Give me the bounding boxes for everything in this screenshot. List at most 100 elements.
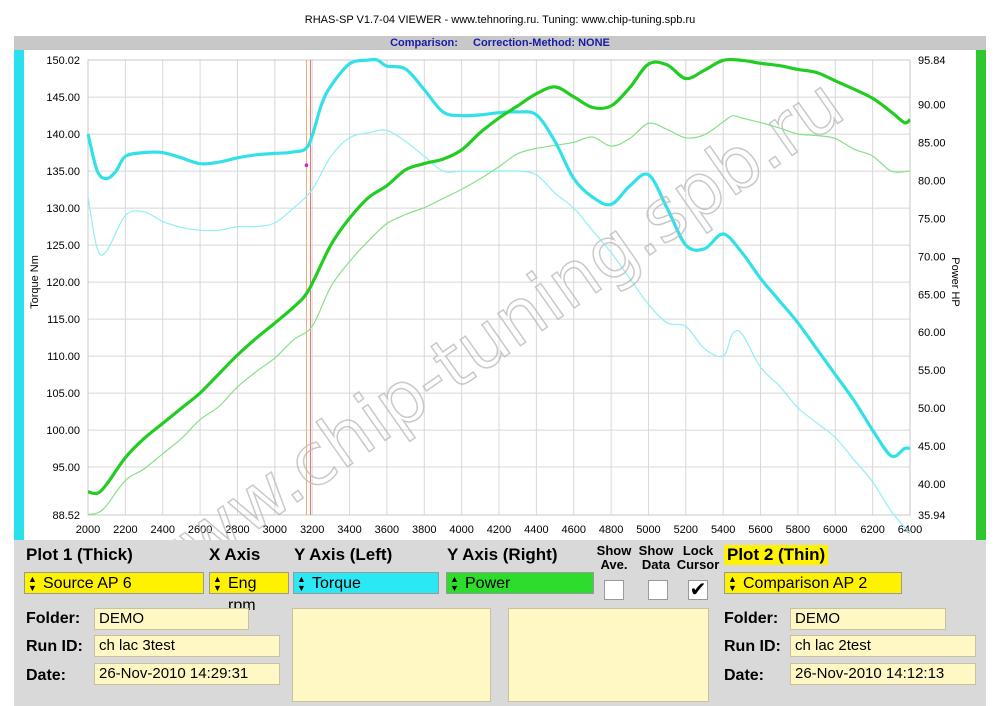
- y-right-tick-label: 90.00: [918, 99, 946, 111]
- power-thick-line: [87, 57, 912, 496]
- lock-cursor-label-line2: Cursor: [676, 557, 720, 572]
- y-left-tick-label: 135.00: [46, 166, 80, 178]
- plot-frame: [87, 59, 911, 516]
- y-right-tick-label: 65.00: [918, 289, 946, 301]
- y-axis-right-label: Power HP: [949, 257, 961, 307]
- x-tick-label: 2000: [76, 524, 100, 536]
- chart-area[interactable]: [14, 50, 986, 540]
- torque-thin-line: [87, 129, 911, 534]
- x-tick-label: 4000: [449, 524, 473, 536]
- y-right-tick-label: 75.00: [918, 213, 946, 225]
- y-right-tick-label: 60.00: [918, 327, 946, 339]
- y-right-tick-label: 95.84: [918, 55, 946, 67]
- x-tick-label: 4400: [524, 524, 548, 536]
- y-left-tick-label: 130.00: [46, 203, 80, 215]
- plot2-runid-label: Run ID:: [724, 638, 781, 655]
- y-axis-right-select[interactable]: ▲ ▼ Power: [446, 572, 594, 594]
- plot1-source-value: Source AP 6: [43, 575, 132, 592]
- y-axis-right-value: Power: [465, 575, 511, 592]
- plot2-heading: Plot 2 (Thin): [724, 545, 829, 565]
- plot2-runid-field: ch lac 2test: [790, 635, 976, 657]
- x-tick-label: 2800: [225, 524, 249, 536]
- x-tick-label: 4600: [561, 524, 585, 536]
- plot1-date-label: Date:: [26, 667, 67, 684]
- left-axis-strip: [14, 50, 24, 540]
- show-ave-label: Show Ave.: [594, 544, 634, 572]
- y-left-tick-label: 120.00: [46, 277, 80, 289]
- right-axis-strip: [976, 50, 986, 540]
- y-right-tick-label: 35.94: [918, 510, 946, 522]
- x-tick-label: 3800: [412, 524, 436, 536]
- torque-thick-line: [86, 57, 911, 459]
- correction-method-label: Correction-Method: NONE: [473, 37, 610, 49]
- x-tick-label: 6400: [898, 524, 922, 536]
- show-data-label-line2: Data: [641, 557, 671, 572]
- y-axis-left-heading: Y Axis (Left): [294, 545, 393, 564]
- show-data-label-line1: Show: [638, 543, 674, 558]
- y-left-tick-label: 145.00: [46, 92, 80, 104]
- x-tick-label: 5600: [748, 524, 772, 536]
- x-axis-heading: X Axis: [209, 545, 261, 564]
- spin-arrows-icon[interactable]: ▲ ▼: [450, 574, 459, 593]
- x-tick-label: 3000: [263, 524, 287, 536]
- x-tick-label: 2600: [188, 524, 212, 536]
- y-right-tick-label: 70.00: [918, 251, 946, 263]
- x-tick-label: 5200: [674, 524, 698, 536]
- y-axis-left-label: Torque Nm: [29, 255, 41, 309]
- comparison-label: Comparison:: [390, 37, 458, 49]
- show-data-checkbox[interactable]: [648, 580, 668, 600]
- y-right-tick-label: 40.00: [918, 479, 946, 491]
- plot1-source-select[interactable]: ▲ ▼ Source AP 6: [24, 572, 204, 594]
- spin-arrows-icon[interactable]: ▲ ▼: [213, 574, 222, 593]
- spin-arrows-icon[interactable]: ▲ ▼: [28, 574, 37, 593]
- window-title: RHAS-SP V1.7-04 VIEWER - www.tehnoring.r…: [304, 14, 696, 26]
- y-left-tick-label: 150.02: [46, 55, 80, 67]
- x-tick-label: 6200: [860, 524, 884, 536]
- x-axis-select[interactable]: ▲ ▼ Eng rpm: [209, 572, 289, 614]
- show-data-label: Show Data: [634, 544, 678, 572]
- x-tick-label: 4200: [487, 524, 511, 536]
- notes-panel-left: [292, 608, 491, 702]
- notes-panel-right: [508, 608, 709, 702]
- spin-arrows-icon[interactable]: ▲ ▼: [297, 574, 306, 593]
- spin-arrows-icon[interactable]: ▲ ▼: [728, 574, 737, 593]
- y-right-tick-label: 80.00: [918, 175, 946, 187]
- x-tick-label: 4800: [599, 524, 623, 536]
- x-tick-label: 3200: [300, 524, 324, 536]
- show-ave-label-line2: Ave.: [600, 557, 628, 572]
- x-tick-label: 2200: [113, 524, 137, 536]
- x-tick-label: 5400: [711, 524, 735, 536]
- x-tick-label: 3600: [375, 524, 399, 536]
- y-right-tick-label: 45.00: [918, 441, 946, 453]
- x-tick-label: 5000: [636, 524, 660, 536]
- y-axis-right-heading: Y Axis (Right): [447, 545, 558, 564]
- y-right-tick-label: 85.00: [918, 137, 946, 149]
- plot1-folder-label: Folder:: [26, 610, 81, 627]
- plot2-source-select[interactable]: ▲ ▼ Comparison AP 2: [724, 572, 902, 594]
- control-panel: Plot 1 (Thick) X Axis Y Axis (Left) Y Ax…: [14, 540, 986, 706]
- y-axis-left-value: Torque: [312, 575, 361, 592]
- y-left-tick-label: 100.00: [46, 425, 80, 437]
- plot1-runid-label: Run ID:: [26, 638, 83, 655]
- x-tick-label: 2400: [150, 524, 174, 536]
- lock-cursor-label-line1: Lock: [682, 543, 714, 558]
- plot1-date-field: 26-Nov-2010 14:29:31: [94, 663, 280, 685]
- x-tick-label: 3400: [337, 524, 361, 536]
- lock-cursor-label: Lock Cursor: [672, 544, 724, 572]
- show-ave-checkbox[interactable]: [604, 580, 624, 600]
- y-left-tick-label: 95.00: [52, 462, 80, 474]
- y-left-tick-label: 140.00: [46, 129, 80, 141]
- show-ave-label-line1: Show: [596, 543, 632, 558]
- plot1-heading: Plot 1 (Thick): [26, 545, 133, 564]
- y-left-tick-label: 105.00: [46, 388, 80, 400]
- y-left-tick-label: 115.00: [47, 314, 80, 326]
- y-left-tick-label: 88.52: [52, 510, 80, 522]
- y-right-tick-label: 50.00: [918, 403, 946, 415]
- y-left-tick-label: 110.00: [47, 351, 80, 363]
- plot2-source-value: Comparison AP 2: [743, 575, 868, 592]
- plot2-date-label: Date:: [724, 667, 765, 684]
- lock-cursor-checkbox[interactable]: ✔: [688, 579, 708, 601]
- y-axis-left-select[interactable]: ▲ ▼ Torque: [293, 572, 439, 594]
- comparison-bar: Comparison: Correction-Method: NONE: [14, 36, 986, 50]
